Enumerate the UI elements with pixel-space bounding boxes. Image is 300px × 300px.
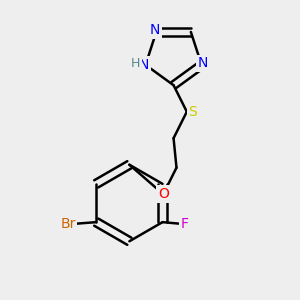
Text: Br: Br: [60, 217, 76, 231]
Text: S: S: [188, 105, 197, 119]
Text: N: N: [198, 56, 208, 70]
Text: H: H: [130, 58, 140, 70]
Text: N: N: [150, 23, 160, 38]
Text: O: O: [158, 187, 169, 201]
Text: N: N: [139, 58, 149, 72]
Text: F: F: [180, 217, 188, 231]
